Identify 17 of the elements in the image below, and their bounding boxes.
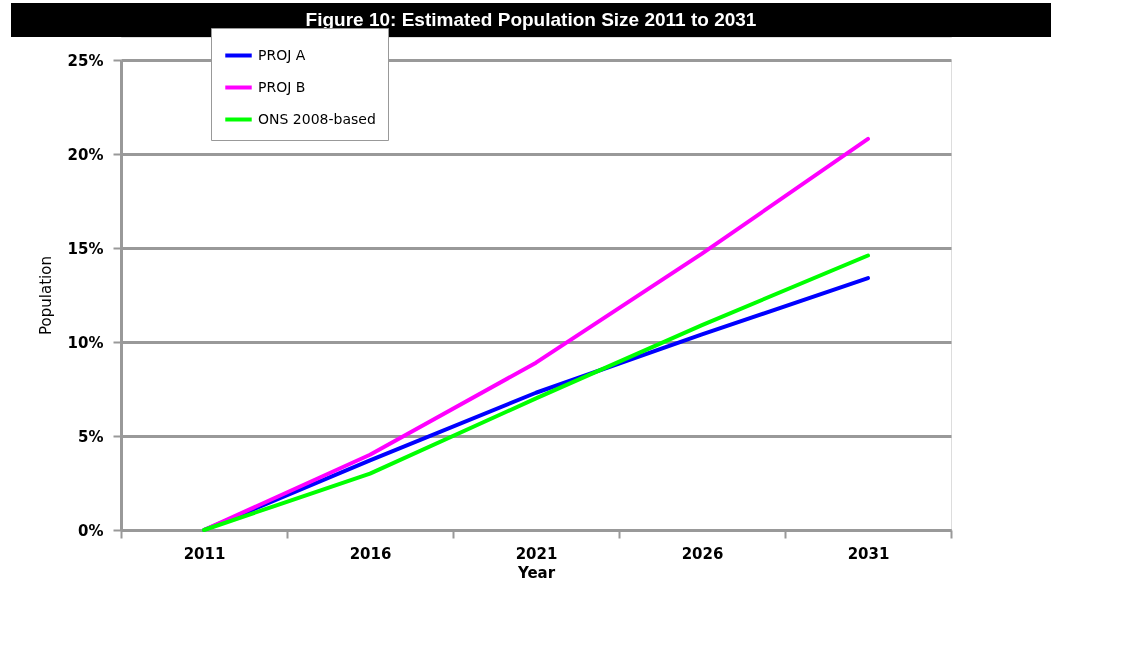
x-tick-label: 2021 [515, 544, 558, 563]
x-tick-label: 2026 [681, 544, 724, 563]
x-tick-label: 2011 [183, 544, 226, 563]
legend-label: ONS 2008-based [258, 110, 376, 127]
y-axis-title: Population [36, 256, 55, 335]
y-tick-label: 20% [67, 145, 104, 164]
x-tick-label: 2031 [847, 544, 890, 563]
y-tick-label: 5% [78, 427, 104, 446]
y-tick-label: 10% [67, 333, 104, 352]
legend-label: PROJ A [258, 46, 306, 63]
chart-title: Figure 10: Estimated Population Size 2011 to 2031 [305, 9, 757, 30]
x-axis-title: Year [516, 563, 556, 582]
y-tick-label: 15% [67, 239, 104, 258]
legend-label: PROJ B [258, 78, 306, 95]
x-tick-label: 2016 [349, 544, 392, 563]
y-tick-label: 0% [78, 521, 104, 540]
y-tick-label: 25% [67, 51, 104, 70]
